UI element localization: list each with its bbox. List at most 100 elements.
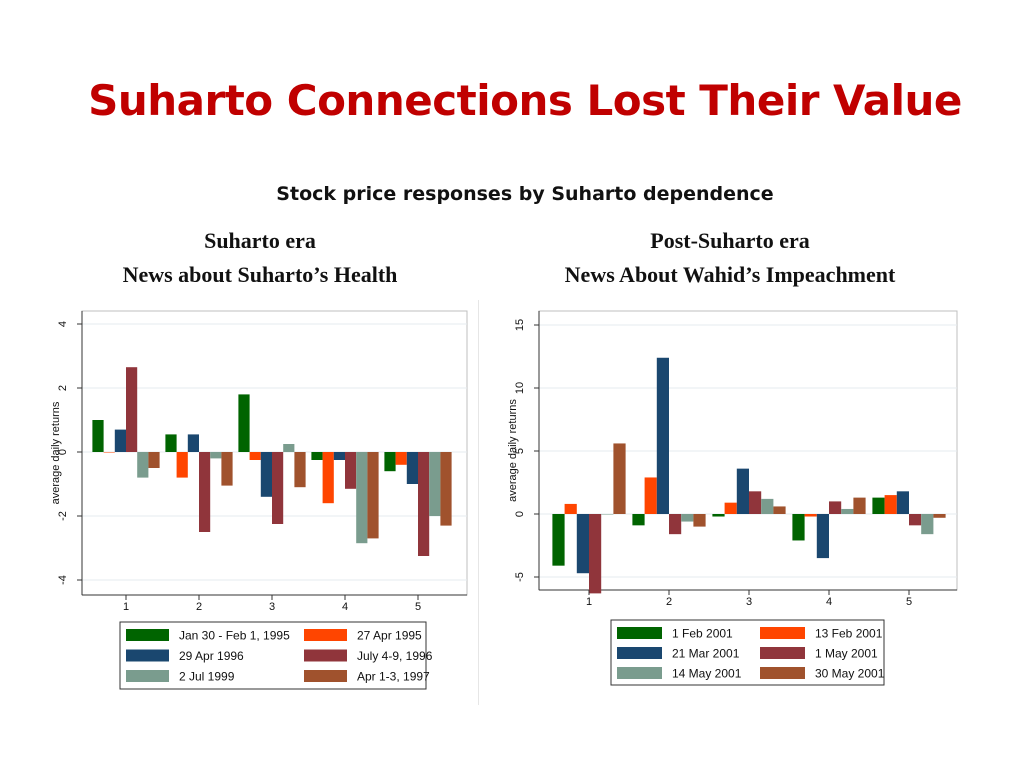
panel-divider: [478, 300, 479, 705]
bar: [260, 452, 272, 497]
legend-swatch: [126, 649, 169, 662]
bar: [601, 514, 614, 515]
legend-label: July 4-9, 1996: [357, 649, 433, 663]
bar: [589, 514, 602, 594]
legend-swatch: [617, 627, 662, 639]
y-tick-label: -2: [57, 511, 69, 521]
legend-swatch: [760, 667, 805, 679]
bar: [632, 514, 645, 526]
bar: [712, 514, 725, 517]
slide-subtitle: Stock price responses by Suharto depende…: [276, 183, 774, 205]
legend-label: 30 May 2001: [815, 667, 885, 681]
legend-swatch: [760, 627, 805, 639]
bar: [804, 514, 817, 517]
y-tick-label: 5: [514, 448, 526, 454]
bar: [792, 514, 805, 541]
bar: [440, 452, 452, 526]
legend-label: 2 Jul 1999: [179, 670, 235, 684]
bar: [552, 514, 565, 566]
bar: [103, 452, 115, 453]
legend: Jan 30 - Feb 1, 1995 27 Apr 1995 29 Apr 19…: [119, 621, 433, 690]
y-axis-title: average daily returns: [50, 401, 62, 504]
x-tick-label: 1: [123, 601, 129, 613]
x-tick-label: 5: [415, 601, 421, 613]
legend-swatch: [126, 670, 169, 682]
bar: [114, 429, 126, 452]
legend-swatch: [304, 629, 347, 641]
legend-box: [119, 621, 427, 690]
bar: [311, 452, 323, 460]
bar: [283, 444, 295, 452]
bar: [199, 452, 211, 532]
bar: [238, 394, 250, 452]
x-tick-label: 2: [196, 601, 202, 613]
x-tick-label: 2: [666, 596, 672, 608]
bar: [921, 514, 934, 535]
bar: [272, 452, 284, 524]
left-panel-news: News about Suharto’s Health: [122, 262, 398, 287]
bar: [137, 452, 149, 478]
bar: [761, 498, 774, 514]
bar: [367, 452, 379, 539]
chart-1: -4 -2 0 2 4 average daily returns 1 2 3 4 5 Jan 30 …: [50, 310, 468, 690]
bar: [210, 452, 222, 459]
bar: [933, 514, 946, 518]
bar: [749, 491, 762, 514]
y-tick-label: 0: [57, 449, 69, 455]
y-tick-label: 2: [57, 385, 69, 391]
bar: [656, 357, 669, 514]
y-tick-label: 15: [514, 319, 526, 331]
slide-title: Suharto Connections Lost Their Value: [88, 76, 962, 125]
bar: [92, 420, 104, 452]
bar: [644, 477, 657, 514]
bar: [681, 514, 694, 522]
bar: [126, 367, 138, 452]
bar: [333, 452, 345, 460]
bar: [884, 495, 897, 514]
bar: [853, 497, 866, 514]
right-panel-heading: Post-Suharto era News About Wahid’s Impe…: [500, 224, 960, 292]
bar: [249, 452, 261, 460]
bar: [816, 514, 829, 559]
legend-label: 1 May 2001: [815, 647, 878, 661]
y-tick-label: 4: [57, 321, 69, 327]
legend-swatch: [617, 667, 662, 679]
bar: [841, 508, 854, 514]
bar: [406, 452, 418, 484]
y-tick-label: -4: [57, 575, 69, 585]
y-axis-title: average daily returns: [507, 399, 519, 502]
x-tick-label: 1: [586, 596, 592, 608]
bar: [165, 434, 177, 452]
legend-label: 29 Apr 1996: [179, 649, 244, 663]
legend-label: 21 Mar 2001: [672, 647, 740, 661]
y-tick-label: 10: [514, 382, 526, 394]
bar: [176, 452, 188, 478]
bar: [724, 502, 737, 514]
legend-label: 13 Feb 2001: [815, 627, 883, 641]
bar: [829, 501, 842, 514]
bar: [221, 452, 233, 486]
bar: [773, 506, 786, 514]
bar: [148, 452, 160, 468]
legend-swatch: [304, 649, 347, 662]
left-panel-era: Suharto era: [204, 228, 316, 253]
bar: [669, 514, 682, 535]
right-panel-era: Post-Suharto era: [650, 228, 810, 253]
bar: [564, 503, 577, 514]
bar: [395, 452, 407, 465]
legend: 1 Feb 2001 13 Feb 2001 21 Mar 2001 1 May 20…: [610, 619, 885, 686]
y-tick-label: 0: [514, 511, 526, 517]
left-panel-heading: Suharto era News about Suharto’s Health: [60, 224, 460, 292]
bar: [345, 452, 357, 489]
bar: [187, 434, 199, 452]
legend-label: Jan 30 - Feb 1, 1995: [179, 629, 290, 643]
legend-swatch: [617, 647, 662, 659]
bar: [736, 468, 749, 514]
legend-label: 27 Apr 1995: [357, 629, 422, 643]
legend-label: Apr 1-3, 1997: [357, 670, 430, 684]
x-tick-label: 3: [269, 601, 275, 613]
bar: [613, 443, 626, 514]
bar: [872, 497, 885, 514]
legend-swatch: [304, 670, 347, 682]
